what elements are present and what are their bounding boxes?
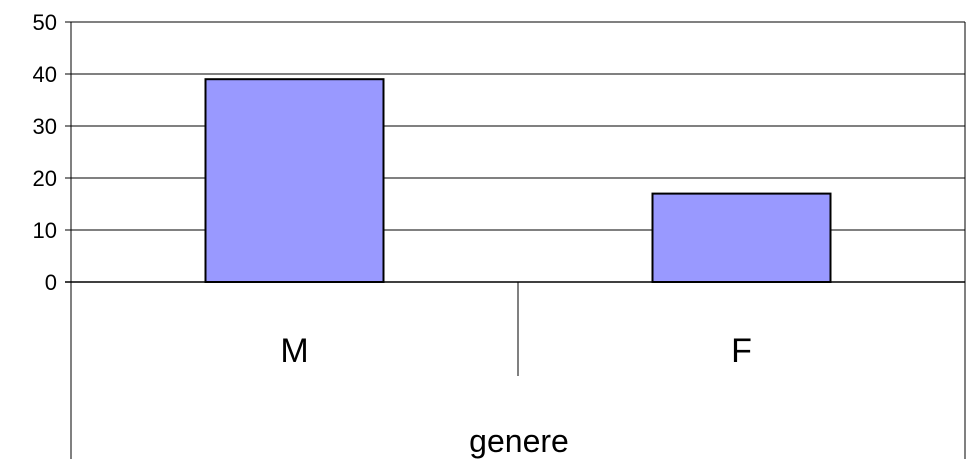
- y-tick-label: 50: [33, 10, 57, 35]
- y-tick-labels: 0 10 20 30 40 50: [33, 10, 57, 295]
- category-label: F: [731, 332, 752, 370]
- bar-f: [651, 192, 832, 284]
- bar-m: [204, 78, 385, 283]
- y-tick-label: 10: [33, 218, 57, 243]
- y-tick-label: 0: [45, 270, 57, 295]
- axes: [65, 21, 966, 459]
- y-tick-label: 30: [33, 114, 57, 139]
- bars: [204, 78, 832, 284]
- category-label: M: [280, 332, 308, 370]
- y-tick-label: 20: [33, 166, 57, 191]
- y-tick-label: 40: [33, 62, 57, 87]
- x-axis-title: genere: [469, 423, 569, 459]
